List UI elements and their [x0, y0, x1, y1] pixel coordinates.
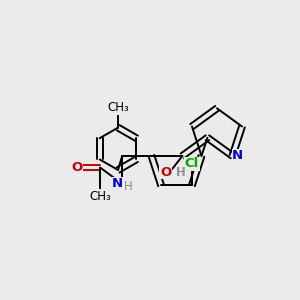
Text: CH₃: CH₃	[89, 190, 111, 202]
Text: CH₃: CH₃	[107, 101, 129, 114]
Text: Cl: Cl	[185, 157, 199, 170]
Text: N: N	[232, 149, 243, 162]
Text: H: H	[177, 166, 185, 178]
Text: N: N	[111, 177, 122, 190]
Text: H: H	[176, 166, 184, 178]
Text: O: O	[71, 161, 83, 174]
Text: O: O	[160, 166, 171, 178]
Text: H: H	[124, 180, 133, 193]
